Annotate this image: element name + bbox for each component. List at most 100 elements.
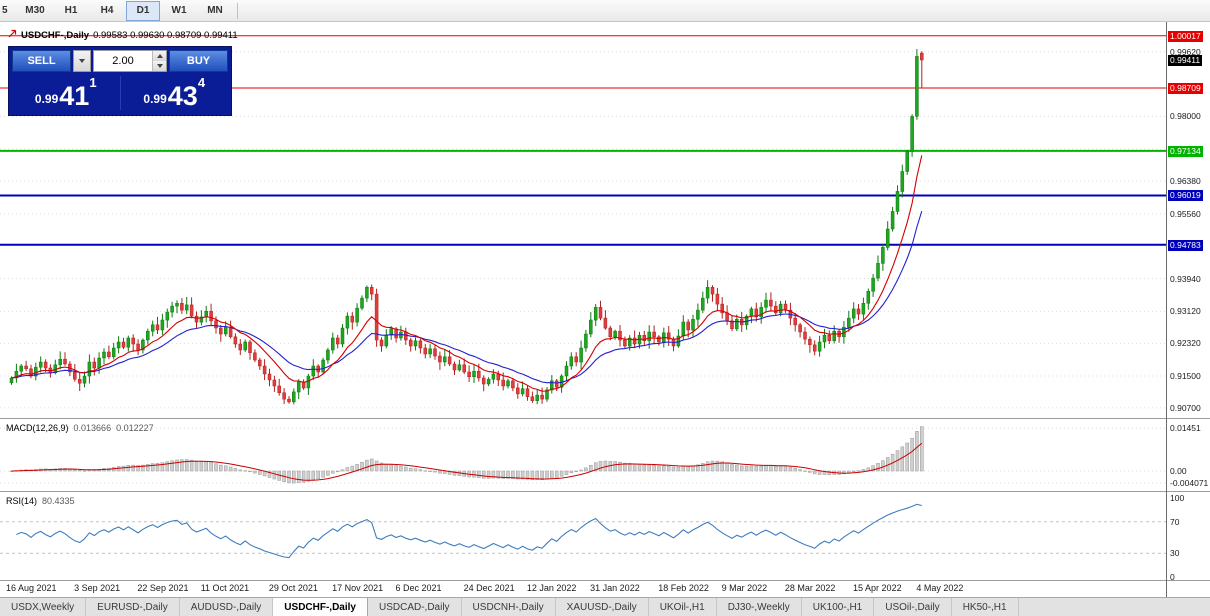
- tab-usoil-daily[interactable]: USOil-,Daily: [874, 598, 952, 616]
- price-tick-label: 0.90700: [1170, 402, 1201, 413]
- chevron-down-icon: [156, 64, 163, 68]
- one-click-trade-panel: SELL BUY 0.99 41 1: [8, 46, 232, 116]
- tab-uk100-h1[interactable]: UK100-,H1: [802, 598, 875, 616]
- toolbar-separator: [237, 2, 238, 19]
- pane-separator: [0, 580, 1210, 581]
- macd-tick-label: 0.00: [1170, 466, 1187, 476]
- date-tick-label: 15 Apr 2022: [853, 583, 902, 593]
- price-tick-label: 0.92320: [1170, 338, 1201, 349]
- volume-stepper: [152, 51, 166, 71]
- tab-xauusd-daily[interactable]: XAUUSD-,Daily: [556, 598, 649, 616]
- rsi-tick-label: 70: [1170, 516, 1180, 527]
- price-tick-label: 0.96380: [1170, 176, 1201, 187]
- price-axis-border: [1166, 22, 1167, 597]
- timeframe-mn[interactable]: MN: [207, 5, 223, 16]
- date-tick-label: 4 May 2022: [916, 583, 964, 593]
- tab-hk50-h1[interactable]: HK50-,H1: [952, 598, 1019, 616]
- date-tick-label: 11 Oct 2021: [200, 583, 250, 593]
- tab-usdcad-daily[interactable]: USDCAD-,Daily: [368, 598, 462, 616]
- rsi-value: 80.4335: [42, 496, 75, 506]
- hline-price-label: 0.94783: [1168, 239, 1203, 251]
- chevron-down-icon: [79, 59, 85, 63]
- rsi-name: RSI(14): [6, 496, 38, 506]
- date-tick-label: 12 Jan 2022: [526, 583, 577, 593]
- hline-price-label: 0.97134: [1168, 145, 1203, 157]
- date-tick-label: 3 Sep 2021: [74, 583, 121, 593]
- date-tick-label: 28 Mar 2022: [784, 583, 836, 593]
- chart-symbol-label: USDCHF-,Daily: [21, 29, 90, 41]
- date-tick-label: 18 Feb 2022: [658, 583, 709, 593]
- macd-indicator-pane[interactable]: [0, 419, 1166, 491]
- macd-main-value: 0.013666: [73, 423, 112, 433]
- tab-usdx-weekly[interactable]: USDX,Weekly: [0, 598, 87, 616]
- date-tick-label: 29 Oct 2021: [268, 583, 318, 593]
- price-tick-label: 0.93940: [1170, 273, 1201, 284]
- tab-audusd-daily[interactable]: AUDUSD-,Daily: [180, 598, 274, 616]
- macd-tick-label: -0.004071: [1170, 478, 1209, 488]
- macd-label: MACD(12,26,9) 0.013666 0.012227: [6, 423, 154, 433]
- macd-name: MACD(12,26,9): [6, 423, 69, 433]
- buy-price-display[interactable]: 0.99 43 4: [121, 74, 229, 112]
- rsi-tick-label: 100: [1170, 493, 1185, 503]
- rsi-label: RSI(14) 80.4335: [6, 496, 75, 506]
- volume-input[interactable]: [94, 51, 152, 71]
- sell-button[interactable]: SELL: [12, 50, 71, 72]
- chart-area: USDCHF-,Daily 0.99583 0.99630 0.98709 0.…: [0, 22, 1210, 597]
- timeframe-m5[interactable]: 5: [2, 5, 8, 16]
- price-axis[interactable]: 0.996200.980000.971800.963800.955600.939…: [1167, 22, 1210, 597]
- price-divider: [119, 76, 121, 110]
- volume-stepper-up[interactable]: [153, 51, 166, 61]
- sell-price-prefix: 0.99: [34, 92, 59, 106]
- tab-dj30-weekly[interactable]: DJ30-,Weekly: [717, 598, 802, 616]
- volume-dropdown-button[interactable]: [73, 50, 91, 72]
- rsi-tick-label: 0: [1170, 572, 1175, 582]
- timeframe-h1[interactable]: H1: [64, 5, 78, 16]
- price-tick-label: 0.91500: [1170, 370, 1201, 381]
- buy-button[interactable]: BUY: [169, 50, 228, 72]
- timeframe-m30[interactable]: M30: [25, 5, 45, 16]
- tab-eurusd-daily[interactable]: EURUSD-,Daily: [86, 598, 180, 616]
- rsi-tick-label: 30: [1170, 548, 1180, 559]
- date-tick-label: 16 Aug 2021: [6, 583, 57, 593]
- date-tick-label: 17 Nov 2021: [332, 583, 384, 593]
- price-tick-label: 0.98000: [1170, 111, 1201, 122]
- chevron-up-icon: [156, 54, 163, 58]
- timeframe-toolbar: 5 M30 H1 H4 D1 W1 MN: [0, 0, 1210, 22]
- date-tick-label: 22 Sep 2021: [137, 583, 189, 593]
- time-axis[interactable]: 16 Aug 2021 3 Sep 2021 22 Sep 2021 11 Oct 2…: [0, 581, 1166, 597]
- macd-signal-value: 0.012227: [116, 423, 154, 433]
- timeframe-d1[interactable]: D1: [126, 0, 160, 21]
- price-tick-label: 0.95560: [1170, 208, 1201, 219]
- pane-separator[interactable]: [0, 418, 1210, 419]
- date-tick-label: 9 Mar 2022: [721, 583, 768, 593]
- price-chart-pane[interactable]: [0, 22, 1166, 418]
- chart-arrow-icon: [8, 29, 17, 41]
- macd-tick-label: 0.01451: [1170, 423, 1201, 434]
- date-tick-label: 6 Dec 2021: [395, 583, 442, 593]
- bid-price-label: 0.99411: [1168, 55, 1203, 66]
- sell-price-big: 41: [59, 81, 90, 111]
- buy-price-big: 43: [167, 81, 198, 111]
- timeframe-h4[interactable]: H4: [100, 5, 114, 16]
- rsi-indicator-pane[interactable]: [0, 492, 1166, 580]
- hline-price-label: 0.96019: [1168, 190, 1203, 202]
- tab-ukoil-h1[interactable]: UKOil-,H1: [649, 598, 717, 616]
- volume-stepper-down[interactable]: [153, 61, 166, 71]
- buy-price-prefix: 0.99: [143, 92, 167, 106]
- price-tick-label: 0.93120: [1170, 306, 1201, 317]
- price-tick-label: 0.99620: [1170, 46, 1201, 57]
- tab-usdcnh-daily[interactable]: USDCNH-,Daily: [462, 598, 556, 616]
- pane-separator[interactable]: [0, 491, 1210, 492]
- date-tick-label: 24 Dec 2021: [463, 583, 515, 593]
- sell-price-sup: 1: [89, 75, 97, 90]
- chart-title: USDCHF-,Daily 0.99583 0.99630 0.98709 0.…: [8, 29, 238, 41]
- buy-price-sup: 4: [197, 75, 206, 90]
- date-tick-label: 31 Jan 2022: [590, 583, 640, 593]
- hline-price-label: 0.98709: [1168, 83, 1203, 95]
- chart-ohlc-values: 0.99583 0.99630 0.98709 0.99411: [93, 29, 238, 41]
- sell-price-display[interactable]: 0.99 41 1: [12, 74, 120, 112]
- volume-field-wrap: [93, 50, 167, 72]
- timeframe-w1[interactable]: W1: [171, 5, 187, 16]
- tab-usdchf-daily[interactable]: USDCHF-,Daily: [273, 598, 368, 616]
